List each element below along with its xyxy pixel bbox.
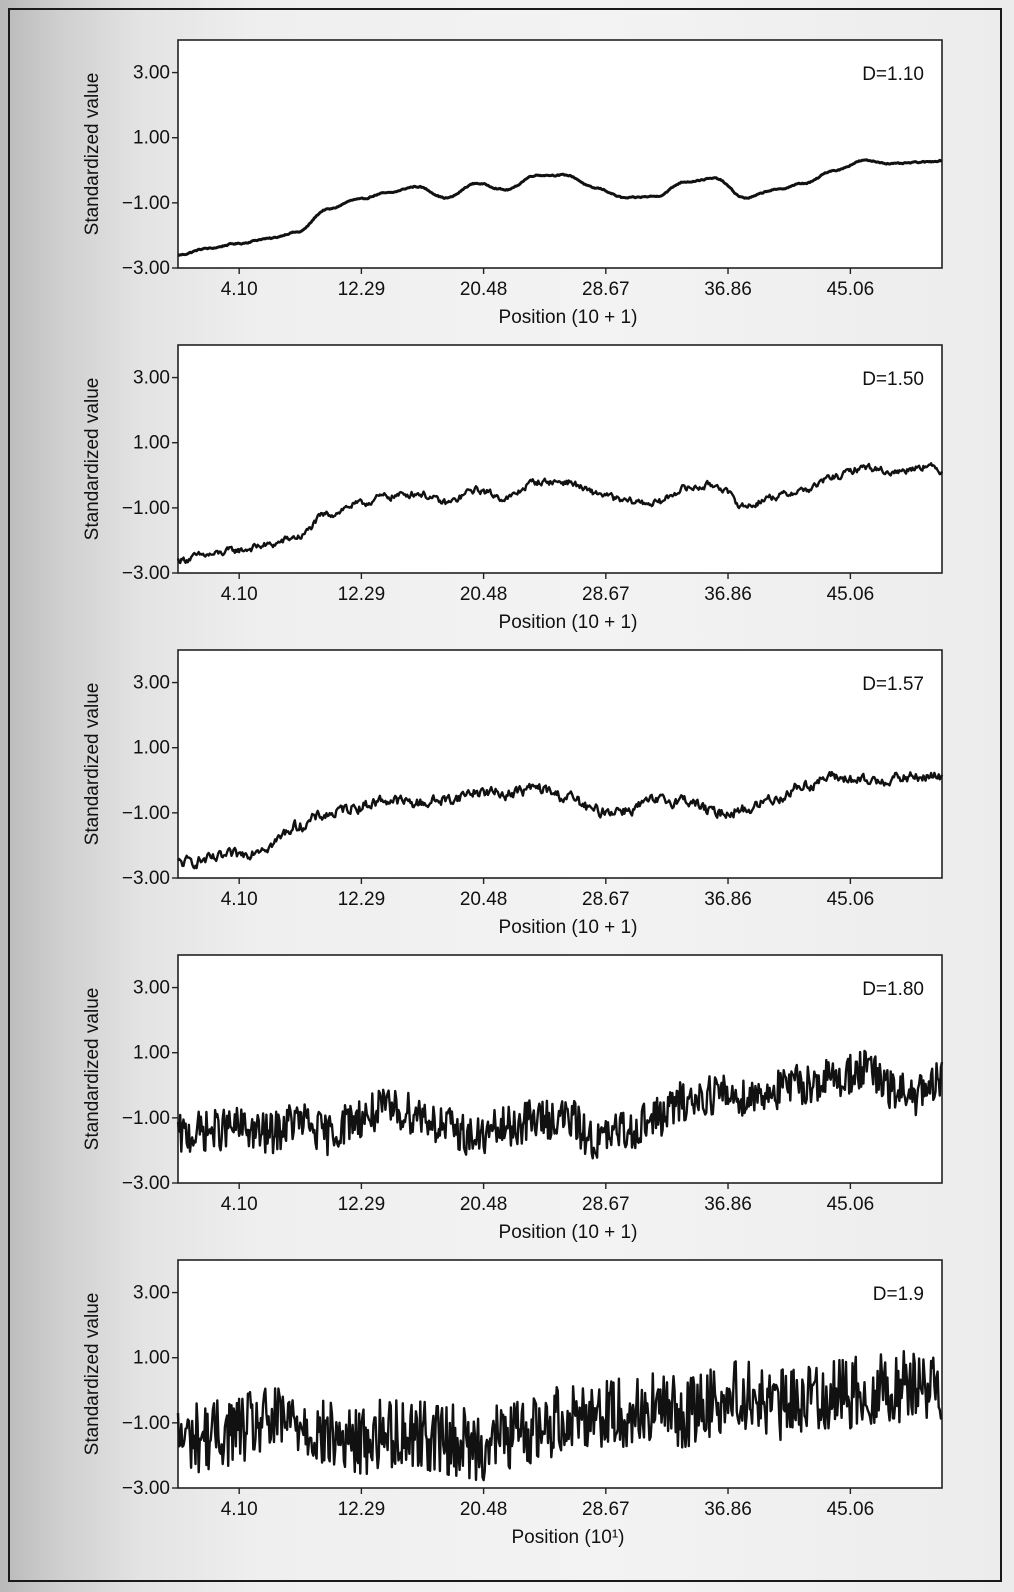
y-tick-label: −1.00 bbox=[122, 803, 170, 824]
x-tick-label: 45.06 bbox=[827, 1194, 875, 1215]
y-tick-label: −1.00 bbox=[122, 1413, 170, 1434]
y-tick-label: −3.00 bbox=[122, 258, 170, 279]
y-tick-label: 3.00 bbox=[133, 63, 170, 84]
fractal-dimension-label: D=1.57 bbox=[862, 674, 924, 695]
series-line bbox=[176, 1349, 943, 1482]
chart-panel-1: 3.00 1.00 −1.00 −3.00 4.10 12.29 20.48 28.67 36.… bbox=[82, 39, 943, 328]
y-tick-label: 3.00 bbox=[133, 1283, 170, 1304]
y-tick-label: −3.00 bbox=[122, 563, 170, 584]
x-tick-label: 4.10 bbox=[221, 1499, 258, 1520]
x-axis-label: Position (10 + 1) bbox=[499, 307, 638, 328]
x-tick-label: 28.67 bbox=[582, 279, 630, 300]
x-tick-label: 45.06 bbox=[827, 584, 875, 605]
y-tick-label: 3.00 bbox=[133, 368, 170, 389]
y-tick-label: −1.00 bbox=[122, 498, 170, 519]
x-tick-label: 28.67 bbox=[582, 1194, 630, 1215]
y-tick-label: −3.00 bbox=[122, 1173, 170, 1194]
x-axis-label: Position (10 + 1) bbox=[499, 917, 638, 938]
x-tick-label: 45.06 bbox=[827, 1499, 875, 1520]
x-tick-label: 36.86 bbox=[704, 889, 752, 910]
chart-panel-5: 3.00 1.00 −1.00 −3.00 4.10 12.29 20.48 28.67 36.… bbox=[82, 1259, 943, 1548]
y-tick-label: 1.00 bbox=[133, 128, 170, 149]
y-tick-label: 3.00 bbox=[133, 978, 170, 999]
y-tick-label: −1.00 bbox=[122, 193, 170, 214]
x-tick-label: 4.10 bbox=[221, 1194, 258, 1215]
y-axis-label: Standardized value bbox=[82, 683, 103, 846]
x-tick-label: 45.06 bbox=[827, 279, 875, 300]
x-tick-label: 45.06 bbox=[827, 889, 875, 910]
x-axis-label: Position (10 + 1) bbox=[499, 1222, 638, 1243]
y-tick-label: 1.00 bbox=[133, 1043, 170, 1064]
x-tick-label: 12.29 bbox=[338, 584, 386, 605]
x-tick-label: 36.86 bbox=[704, 1499, 752, 1520]
x-tick-label: 28.67 bbox=[582, 1499, 630, 1520]
x-tick-label: 36.86 bbox=[704, 279, 752, 300]
plot-area bbox=[177, 1259, 943, 1489]
x-axis-label: Position (10 + 1) bbox=[499, 612, 638, 633]
x-tick-label: 20.48 bbox=[460, 1499, 508, 1520]
fractal-dimension-label: D=1.10 bbox=[862, 64, 924, 85]
plot-area bbox=[177, 344, 943, 574]
y-tick-label: 1.00 bbox=[133, 1348, 170, 1369]
x-tick-label: 4.10 bbox=[221, 889, 258, 910]
y-axis-label: Standardized value bbox=[82, 378, 103, 541]
x-tick-label: 12.29 bbox=[338, 279, 386, 300]
x-axis-label: Position (10¹) bbox=[512, 1527, 625, 1548]
chart-panel-3: 3.00 1.00 −1.00 −3.00 4.10 12.29 20.48 28.67 36.… bbox=[82, 649, 944, 938]
y-tick-label: 1.00 bbox=[133, 433, 170, 454]
chart-panel-2: 3.00 1.00 −1.00 −3.00 4.10 12.29 20.48 28.67 36.… bbox=[82, 344, 944, 633]
x-tick-label: 20.48 bbox=[460, 279, 508, 300]
x-tick-label: 20.48 bbox=[460, 1194, 508, 1215]
y-tick-label: −1.00 bbox=[122, 1108, 170, 1129]
x-tick-label: 28.67 bbox=[582, 584, 630, 605]
x-tick-label: 36.86 bbox=[704, 584, 752, 605]
x-tick-label: 20.48 bbox=[460, 584, 508, 605]
series-line bbox=[176, 1049, 944, 1160]
x-tick-label: 20.48 bbox=[460, 889, 508, 910]
x-tick-label: 36.86 bbox=[704, 1194, 752, 1215]
x-tick-label: 12.29 bbox=[338, 1194, 386, 1215]
y-axis-label: Standardized value bbox=[82, 988, 103, 1151]
y-tick-label: 1.00 bbox=[133, 738, 170, 759]
x-tick-label: 12.29 bbox=[338, 1499, 386, 1520]
x-tick-label: 12.29 bbox=[338, 889, 386, 910]
fractal-dimension-label: D=1.50 bbox=[862, 369, 924, 390]
y-tick-label: −3.00 bbox=[122, 1478, 170, 1499]
y-tick-label: 3.00 bbox=[133, 673, 170, 694]
x-tick-label: 28.67 bbox=[582, 889, 630, 910]
x-tick-label: 4.10 bbox=[221, 584, 258, 605]
series-line bbox=[177, 770, 944, 870]
figure-frame bbox=[8, 8, 1002, 1582]
fractal-dimension-label: D=1.80 bbox=[862, 979, 924, 1000]
series-line bbox=[176, 462, 944, 565]
chart-panel-4: 3.00 1.00 −1.00 −3.00 4.10 12.29 20.48 28.67 36.… bbox=[82, 954, 944, 1243]
x-tick-label: 4.10 bbox=[221, 279, 258, 300]
fractal-dimension-label: D=1.9 bbox=[873, 1284, 924, 1305]
y-tick-label: −3.00 bbox=[122, 868, 170, 889]
plot-area bbox=[177, 954, 943, 1184]
series-line bbox=[177, 158, 943, 257]
plot-area bbox=[177, 649, 943, 879]
y-axis-label: Standardized value bbox=[82, 73, 103, 236]
y-axis-label: Standardized value bbox=[82, 1293, 103, 1456]
